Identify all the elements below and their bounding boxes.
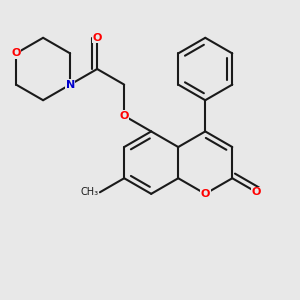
Text: O: O bbox=[11, 48, 21, 59]
Text: O: O bbox=[92, 33, 102, 43]
Text: O: O bbox=[201, 189, 210, 199]
Text: O: O bbox=[119, 111, 129, 121]
Text: N: N bbox=[65, 80, 75, 90]
Text: CH₃: CH₃ bbox=[80, 187, 98, 197]
Text: O: O bbox=[252, 187, 261, 197]
